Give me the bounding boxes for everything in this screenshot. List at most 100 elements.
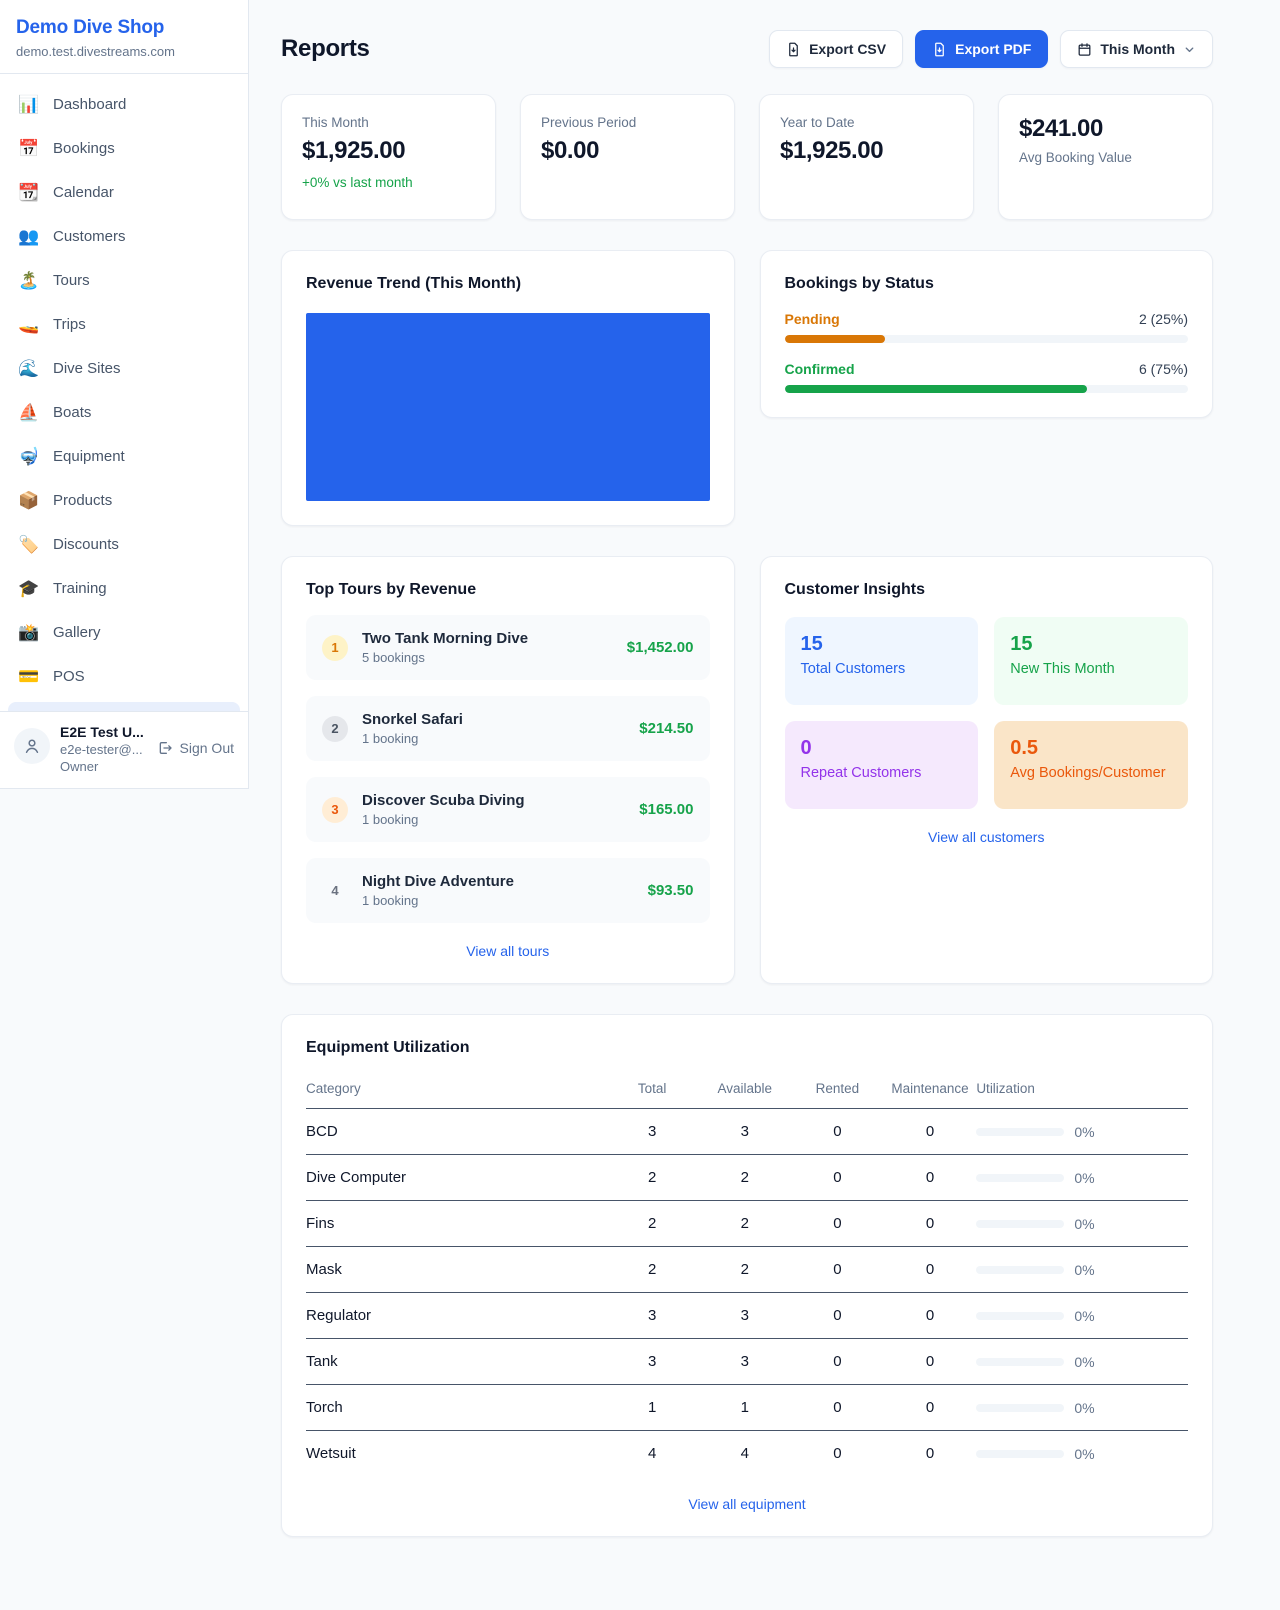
brand-title: Demo Dive Shop — [16, 17, 165, 38]
cell-available: 3 — [698, 1292, 792, 1339]
sidebar-item-boats[interactable]: ⛵ Boats — [8, 394, 240, 431]
status-label: Confirmed — [784, 361, 855, 377]
view-all-equipment-link[interactable]: View all equipment — [688, 1496, 806, 1512]
sidebar-item-equipment[interactable]: 🤿 Equipment — [8, 438, 240, 475]
export-csv-button[interactable]: Export CSV — [769, 30, 904, 68]
utilization-progress-track — [976, 1311, 1065, 1320]
insight-box: 15 Total Customers — [784, 617, 979, 705]
sidebar-item-tours[interactable]: 🏝️ Tours — [8, 262, 240, 299]
cell-maintenance: 0 — [883, 1108, 977, 1155]
sign-out-button[interactable]: Sign Out — [157, 740, 234, 756]
cell-maintenance: 0 — [883, 1338, 977, 1385]
status-list: Pending 2 (25%) Confirmed 6 (75%) — [784, 311, 1188, 393]
utilization-progress-track — [976, 1357, 1065, 1366]
utilization-progress-track — [976, 1127, 1065, 1136]
main-content: Reports Export CSV Export PDF — [249, 0, 1280, 1610]
cell-utilization: 0% — [976, 1246, 1188, 1293]
view-all-tours-link[interactable]: View all tours — [466, 943, 550, 959]
cell-total: 2 — [605, 1200, 699, 1247]
top-tours-card: Top Tours by Revenue 1 Two Tank Morning … — [281, 556, 735, 984]
stat-card-this-month: This Month $1,925.00 +0% vs last month — [281, 94, 496, 220]
logout-icon — [159, 742, 172, 754]
equipment-table-row: Torch 1 1 0 0 0% — [306, 1384, 1188, 1431]
tour-revenue: $1,452.00 — [626, 639, 694, 656]
chevron-down-icon — [1185, 46, 1194, 52]
cell-utilization: 0% — [976, 1431, 1188, 1477]
period-dropdown[interactable]: This Month — [1060, 30, 1213, 68]
cell-total: 2 — [605, 1154, 699, 1201]
cell-rented: 0 — [791, 1338, 884, 1385]
sidebar-item-products[interactable]: 📦 Products — [8, 482, 240, 519]
stat-label: Previous Period — [541, 115, 637, 130]
nav-item-label: Dashboard — [53, 96, 127, 113]
sidebar-item-discounts[interactable]: 🏷️ Discounts — [8, 526, 240, 563]
cell-utilization: 0% — [976, 1292, 1188, 1339]
cell-available: 3 — [698, 1108, 792, 1155]
stat-value: $0.00 — [541, 137, 600, 164]
sidebar-item-customers[interactable]: 👥 Customers — [8, 218, 240, 255]
sidebar-item-training[interactable]: 🎓 Training — [8, 570, 240, 607]
export-pdf-button[interactable]: Export PDF — [915, 30, 1049, 68]
stat-label: This Month — [302, 115, 369, 130]
sidebar-item-pos[interactable]: 💳 POS — [8, 658, 240, 695]
user-avatar-icon — [14, 728, 50, 764]
view-all-customers-link[interactable]: View all customers — [928, 829, 1045, 845]
page-title: Reports — [281, 35, 370, 62]
cell-maintenance: 0 — [925, 1445, 935, 1462]
cell-available: 2 — [698, 1154, 792, 1201]
nav-item-label: POS — [53, 668, 85, 685]
nav-item-icon: ⛵ — [18, 403, 40, 422]
sidebar-item-dive-sites[interactable]: 🌊 Dive Sites — [8, 350, 240, 387]
nav-item-icon: 🏝️ — [18, 271, 40, 290]
nav-item-label: Dive Sites — [53, 360, 121, 377]
status-count: 6 (75%) — [1138, 361, 1188, 377]
insight-label: Total Customers — [800, 661, 906, 677]
tour-bookings: 1 booking — [362, 812, 419, 827]
utilization-progress-track — [976, 1219, 1065, 1228]
tour-name: Night Dive Adventure — [362, 873, 514, 890]
period-label: This Month — [1100, 41, 1175, 57]
insight-value: 0 — [800, 737, 812, 759]
insight-box: 0 Repeat Customers — [784, 721, 979, 809]
sidebar-item-reports-active-partial[interactable] — [8, 702, 240, 711]
cell-utilization: 0% — [976, 1338, 1188, 1385]
sidebar-item-calendar[interactable]: 📆 Calendar — [8, 174, 240, 211]
tour-name: Two Tank Morning Dive — [362, 630, 529, 647]
cell-category: Fins — [306, 1200, 606, 1247]
sidebar-item-dashboard[interactable]: 📊 Dashboard — [8, 86, 240, 123]
utilization-percent: 0% — [1074, 1445, 1095, 1462]
brand-block: Demo Dive Shop demo.test.divestreams.com — [0, 0, 248, 74]
cell-rented: 0 — [791, 1246, 884, 1293]
customer-insights-title: Customer Insights — [784, 581, 925, 598]
sidebar-item-gallery[interactable]: 📸 Gallery — [8, 614, 240, 651]
insight-label: Repeat Customers — [800, 765, 922, 781]
insight-value: 15 — [1010, 633, 1033, 655]
cell-category: Wetsuit — [306, 1445, 356, 1462]
cell-rented: 0 — [791, 1108, 884, 1155]
equipment-table-row: Mask 2 2 0 0 0% — [306, 1246, 1188, 1293]
stat-card-avg-booking-value: $241.00 Avg Booking Value — [998, 94, 1213, 220]
bookings-by-status-title: Bookings by Status — [784, 275, 934, 292]
equipment-table-row: Regulator 3 3 0 0 0% — [306, 1292, 1188, 1339]
nav-item-label: Trips — [53, 316, 86, 333]
column-header-maintenance: Maintenance — [883, 1071, 977, 1109]
stat-label: Avg Booking Value — [1019, 150, 1132, 165]
rank-badge: 1 — [322, 634, 348, 661]
nav-item-label: Customers — [53, 228, 126, 245]
sidebar-item-trips[interactable]: 🚤 Trips — [8, 306, 240, 343]
user-role: Owner — [60, 759, 99, 774]
file-download-icon — [789, 42, 798, 56]
cell-total: 1 — [605, 1384, 699, 1431]
cell-category: BCD — [306, 1108, 606, 1155]
stats-row: This Month $1,925.00 +0% vs last month P… — [281, 94, 1213, 220]
insight-grid: 15 Total Customers 15 New This Month 0 R… — [784, 617, 1188, 809]
revenue-trend-chart — [306, 313, 710, 501]
stat-value: $1,925.00 — [302, 137, 406, 164]
rank-badge: 4 — [331, 883, 339, 898]
stat-card-year-to-date: Year to Date $1,925.00 — [759, 94, 974, 220]
nav-item-label: Bookings — [53, 140, 115, 157]
cell-maintenance: 0 — [883, 1292, 977, 1339]
column-header-available: Available — [698, 1071, 792, 1109]
sidebar-item-bookings[interactable]: 📅 Bookings — [8, 130, 240, 167]
